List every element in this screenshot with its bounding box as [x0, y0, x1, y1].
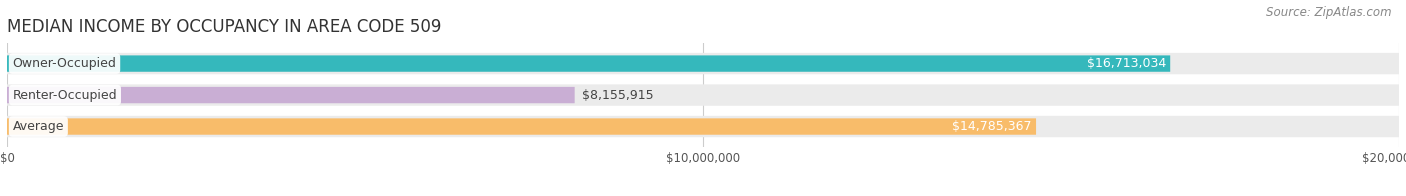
Text: $14,785,367: $14,785,367	[952, 120, 1032, 133]
Text: Source: ZipAtlas.com: Source: ZipAtlas.com	[1267, 6, 1392, 19]
FancyBboxPatch shape	[7, 84, 1399, 106]
FancyBboxPatch shape	[7, 53, 1399, 74]
Text: $16,713,034: $16,713,034	[1087, 57, 1166, 70]
Text: Average: Average	[13, 120, 65, 133]
Text: $8,155,915: $8,155,915	[582, 89, 654, 102]
FancyBboxPatch shape	[7, 87, 575, 103]
Text: Owner-Occupied: Owner-Occupied	[13, 57, 117, 70]
Text: MEDIAN INCOME BY OCCUPANCY IN AREA CODE 509: MEDIAN INCOME BY OCCUPANCY IN AREA CODE …	[7, 18, 441, 36]
FancyBboxPatch shape	[7, 116, 1399, 137]
FancyBboxPatch shape	[7, 118, 1036, 135]
FancyBboxPatch shape	[7, 55, 1170, 72]
Text: Renter-Occupied: Renter-Occupied	[13, 89, 117, 102]
